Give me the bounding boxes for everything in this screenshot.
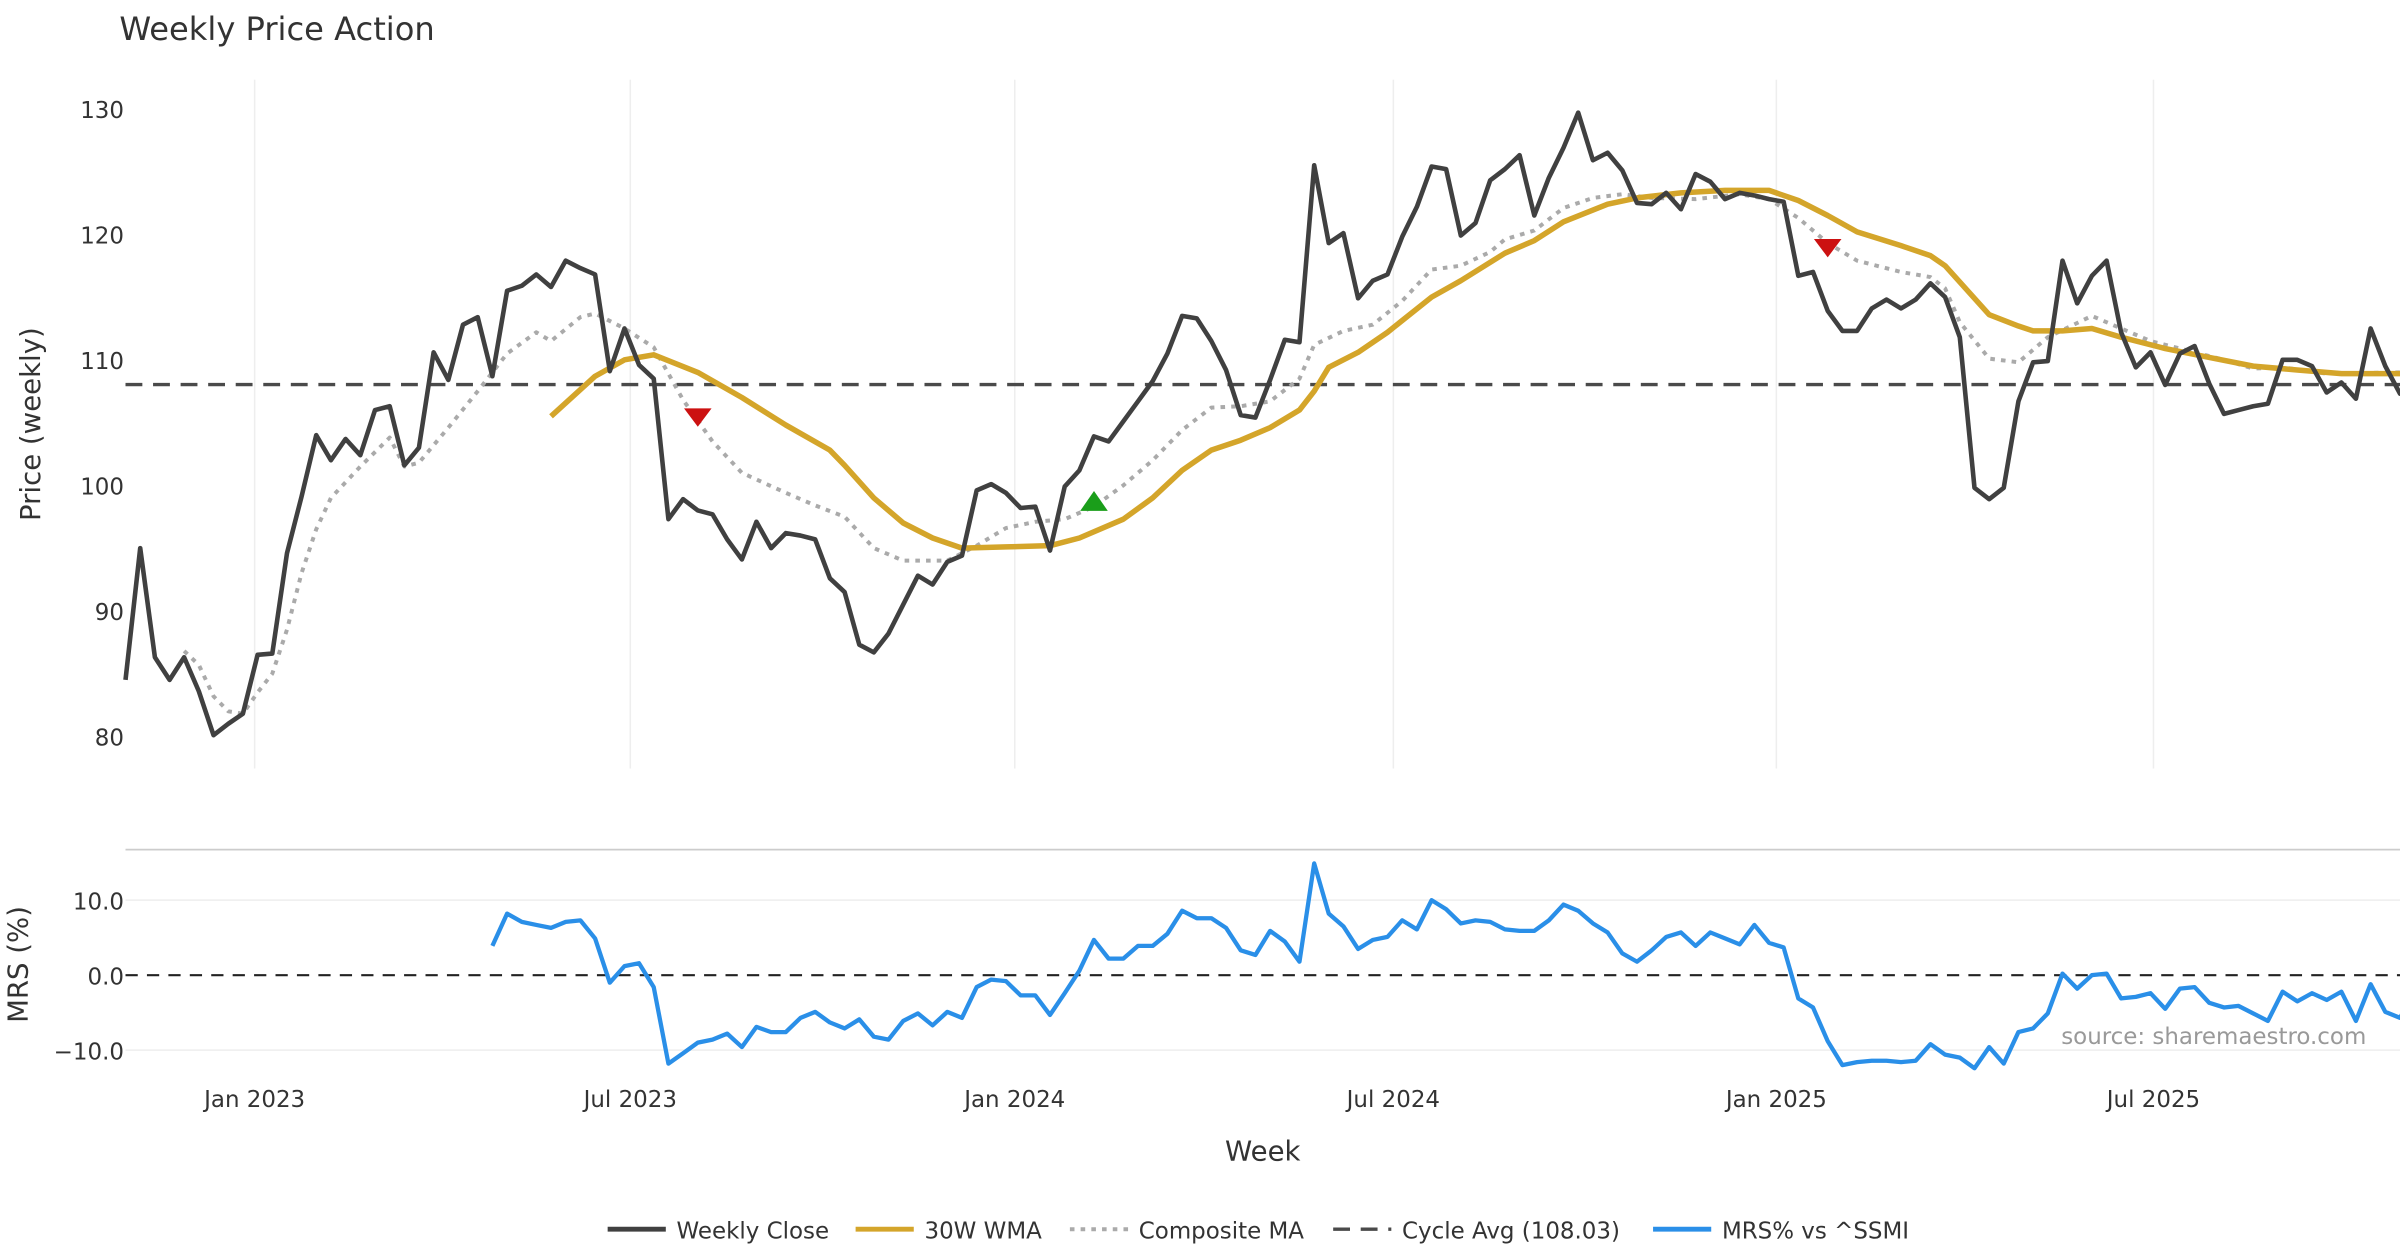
legend-item: Weekly Close bbox=[607, 1218, 830, 1244]
x-tick-label: Jul 2023 bbox=[582, 1087, 677, 1113]
legend-item: MRS% vs ^SSMI bbox=[1653, 1218, 1909, 1244]
price-tick-label: 100 bbox=[80, 475, 124, 501]
legend-item: Composite MA bbox=[1069, 1218, 1304, 1244]
x-tick-label: Jul 2024 bbox=[1345, 1087, 1440, 1113]
x-axis-title: Week bbox=[1225, 1135, 1301, 1167]
price-axis-title: Price (weekly) bbox=[15, 327, 47, 521]
mrs-line bbox=[490, 861, 2400, 1071]
sell-signal-marker bbox=[684, 408, 712, 427]
wma-30w-line bbox=[549, 187, 2400, 551]
source-annotation: source: sharemaestro.com bbox=[2061, 1024, 2366, 1050]
mrs-tick-label: 0.0 bbox=[87, 964, 123, 990]
price-tick-label: 120 bbox=[80, 224, 124, 250]
price-tick-label: 90 bbox=[95, 600, 124, 626]
price-tick-label: 80 bbox=[95, 726, 124, 752]
legend-label: MRS% vs ^SSMI bbox=[1722, 1218, 1909, 1244]
chart-title: Weekly Price Action bbox=[119, 10, 434, 48]
legend: Weekly Close 30W WMA Composite MA Cycle Avg… bbox=[607, 1218, 1909, 1244]
legend-label: Composite MA bbox=[1139, 1218, 1304, 1244]
weekly-close-line bbox=[123, 110, 2400, 738]
x-tick-label: Jan 2023 bbox=[202, 1087, 305, 1113]
legend-label: Cycle Avg (108.03) bbox=[1402, 1218, 1620, 1244]
legend-item: Cycle Avg (108.03) bbox=[1333, 1218, 1620, 1244]
sell-signal-marker bbox=[1813, 238, 1842, 258]
buy-signal-marker bbox=[1080, 490, 1108, 511]
mrs-axis-title: MRS (%) bbox=[3, 906, 35, 1023]
legend-label: Weekly Close bbox=[677, 1218, 830, 1244]
mrs-tick-label: 10.0 bbox=[73, 889, 124, 915]
legend-label: 30W WMA bbox=[924, 1218, 1042, 1244]
x-tick-label: Jan 2024 bbox=[962, 1087, 1065, 1113]
mrs-tick-label: −10.0 bbox=[54, 1039, 124, 1065]
x-tick-label: Jul 2025 bbox=[2105, 1087, 2200, 1113]
legend-item: 30W WMA bbox=[855, 1218, 1042, 1244]
price-tick-label: 130 bbox=[80, 98, 124, 124]
price-tick-label: 110 bbox=[80, 349, 124, 375]
x-tick-label: Jan 2025 bbox=[1724, 1087, 1827, 1113]
